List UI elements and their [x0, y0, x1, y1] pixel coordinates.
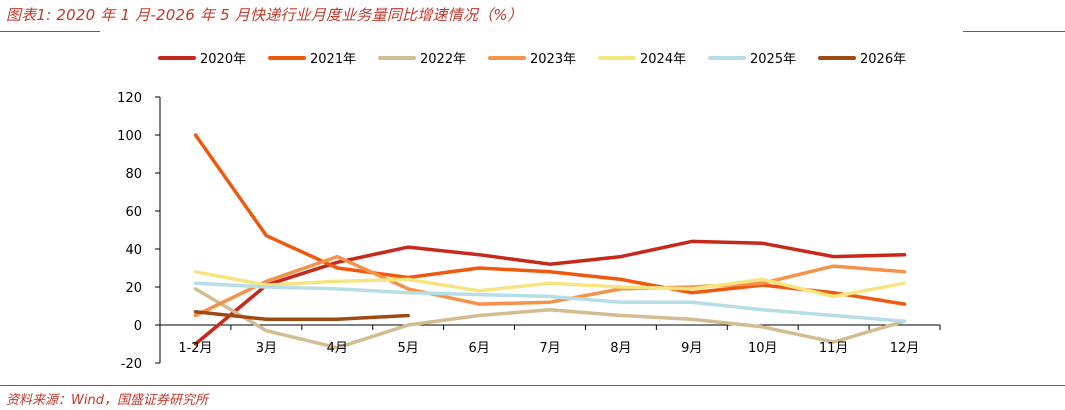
title-bar: 图表1: 2020 年 1 月-2026 年 5 月快递行业月度业务量同比增速情… [0, 0, 1065, 32]
legend-label: 2021年 [310, 52, 356, 67]
x-tick-label: 3月 [256, 341, 277, 356]
series-line [193, 270, 907, 299]
y-tick-label: 120 [117, 91, 142, 106]
legend-label: 2026年 [860, 52, 906, 67]
x-tick-label: 11月 [819, 341, 849, 356]
y-tick-label: 0 [134, 319, 142, 334]
y-tick-label: 60 [125, 205, 142, 220]
legend-label: 2022年 [420, 52, 466, 67]
series-line [193, 287, 907, 350]
x-tick-label: 1-2月 [178, 341, 212, 356]
legend-label: 2024年 [640, 52, 686, 67]
y-tick-label: -20 [121, 357, 142, 372]
x-tick-label: 5月 [398, 341, 419, 356]
series-line [193, 254, 907, 318]
series-line [193, 239, 907, 346]
series-line [193, 281, 907, 323]
y-tick-label: 100 [117, 129, 142, 144]
legend-label: 2020年 [200, 52, 246, 67]
title-underline-right [963, 31, 1065, 32]
series-line [193, 133, 907, 306]
x-tick-label: 6月 [468, 341, 489, 356]
x-tick-label: 8月 [610, 341, 631, 356]
line-chart: -20 0 20 40 60 80 100 120 1-2月 3月 4月 5月 6月 7月 8月 9月 10月 1… [117, 52, 941, 372]
y-tick-label: 40 [125, 243, 142, 258]
x-tick-label: 7月 [539, 341, 560, 356]
legend-label: 2023年 [530, 52, 576, 67]
x-tick-label: 9月 [681, 341, 702, 356]
series-line [193, 309, 410, 322]
x-tick-label: 10月 [748, 341, 778, 356]
footer-divider [0, 385, 1065, 386]
x-tick-label: 4月 [327, 341, 348, 356]
source-note: 资料来源：Wind，国盛证券研究所 [6, 393, 208, 408]
y-tick-label: 80 [125, 167, 142, 182]
y-tick-label: 20 [125, 281, 142, 296]
title-underline-left [0, 31, 100, 32]
x-tick-label: 12月 [890, 341, 920, 356]
legend-label: 2025年 [750, 52, 796, 67]
chart-title: 图表1: 2020 年 1 月-2026 年 5 月快递行业月度业务量同比增速情… [6, 6, 523, 24]
